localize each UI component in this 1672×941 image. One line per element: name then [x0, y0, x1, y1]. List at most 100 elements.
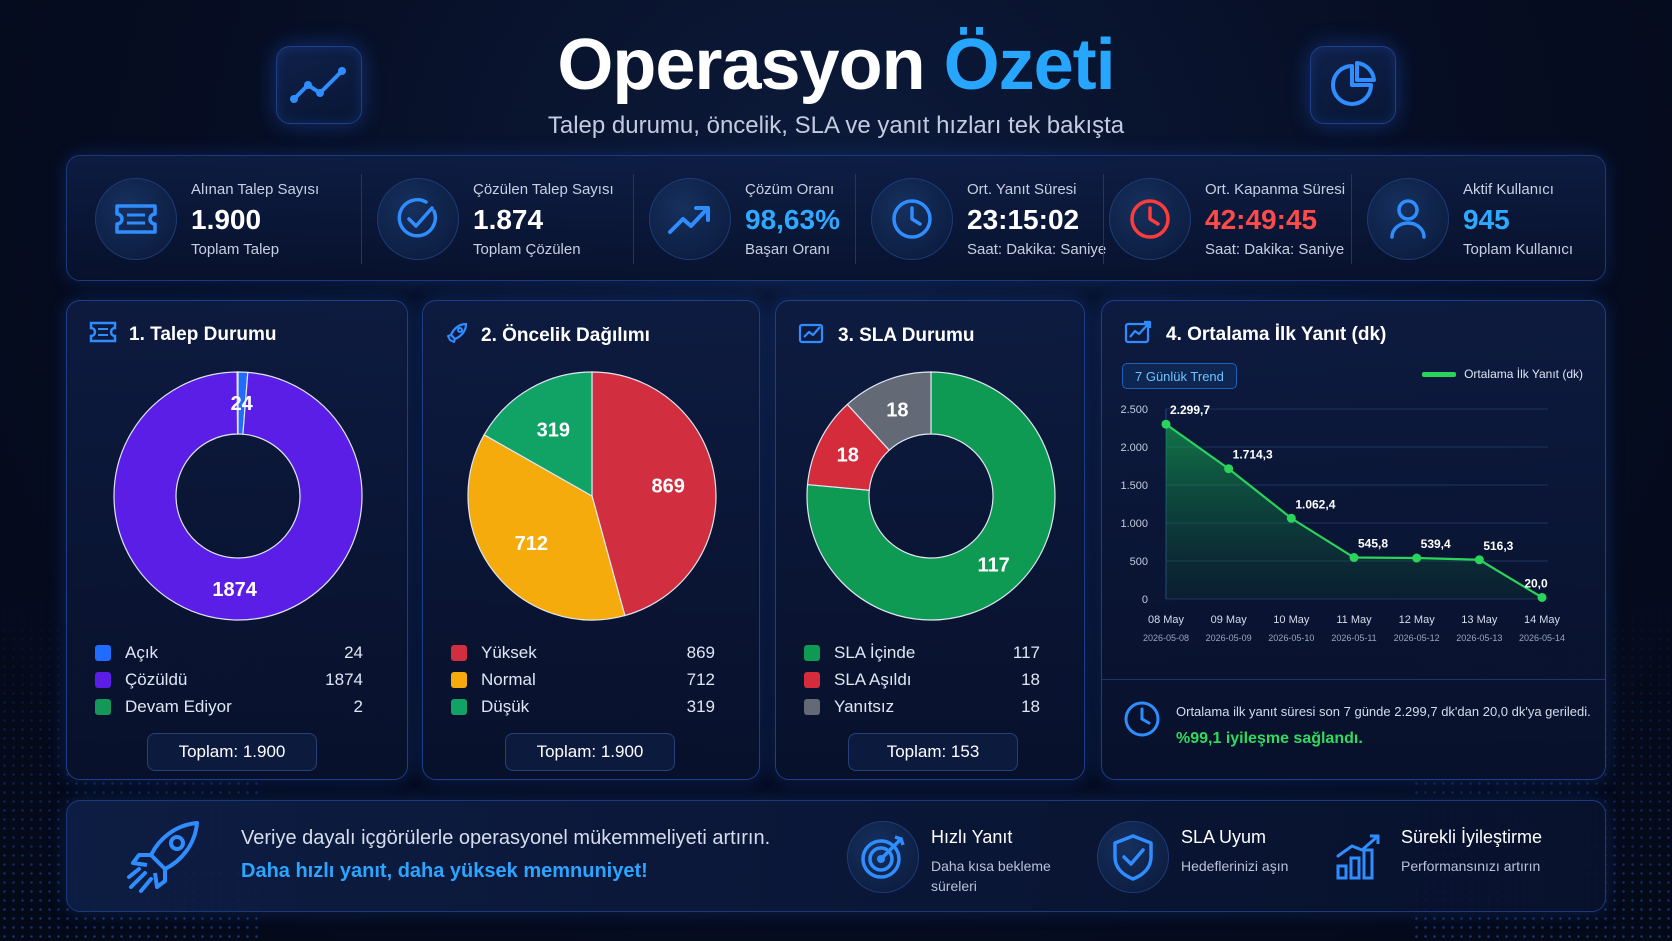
ticket-icon	[95, 178, 177, 260]
page-subtitle: Talep durumu, öncelik, SLA ve yanıt hızl…	[547, 112, 1125, 139]
slice-label: 117	[978, 555, 1010, 577]
data-point	[1349, 553, 1359, 563]
x-tick-date: 2026-05-09	[1206, 633, 1252, 643]
legend-label: Düşük	[481, 696, 530, 716]
legend-item: SLA İçinde 117	[804, 639, 1040, 666]
panel-sla: 3. SLA Durumu 117 18 18 SLA İçinde 117 SLA …	[775, 300, 1085, 780]
legend-swatch	[451, 671, 467, 688]
data-label: 20,0	[1524, 576, 1548, 590]
x-tick-date: 2026-05-12	[1394, 633, 1440, 643]
legend-swatch	[451, 698, 467, 715]
x-tick-label: 11 May	[1336, 614, 1372, 626]
legend-label: Yanıtsız	[834, 696, 895, 716]
pie-slice-normal	[467, 434, 626, 621]
kpi-divider	[633, 174, 634, 264]
x-tick-label: 14 May	[1524, 614, 1561, 626]
legend-swatch	[451, 644, 467, 661]
legend-swatch	[1422, 371, 1457, 377]
slice-label: 712	[515, 533, 548, 555]
panel-title: 3. SLA Durumu	[838, 324, 975, 346]
area-fill	[1166, 424, 1542, 599]
legend-item: Düşük 319	[451, 693, 715, 720]
y-tick-label: 1.500	[1120, 480, 1148, 492]
alarm-clock-icon	[1109, 178, 1191, 260]
data-label: 1.714,3	[1233, 448, 1273, 462]
status-legend: Açık 24 Çözüldü 1874 Devam Ediyor 2	[95, 639, 363, 720]
bar-growth-icon	[1329, 821, 1389, 893]
footer-tagline: Veriye dayalı içgörülerle operasyonel mü…	[241, 827, 771, 849]
legend-swatch	[95, 644, 111, 661]
page-header: Operasyon Özeti Talep durumu, öncelik, S…	[0, 20, 1672, 140]
legend-label: Açık	[125, 642, 159, 662]
data-point	[1224, 464, 1234, 474]
sla-chart-icon	[798, 321, 826, 350]
kpi-strip: Alınan Talep Sayısı 1.900 Toplam Talep Ç…	[66, 155, 1606, 281]
data-point	[1161, 419, 1171, 429]
clock-icon	[871, 178, 953, 260]
legend-swatch	[804, 644, 820, 661]
trend-chart-icon	[1124, 319, 1154, 350]
legend-value: 24	[344, 642, 363, 662]
user-icon	[1367, 178, 1449, 260]
feature-subtitle: Performansınızı artırın	[1401, 858, 1541, 874]
x-tick-label: 12 May	[1399, 614, 1436, 626]
title-main: Operasyon	[557, 25, 925, 105]
panel-title: 2. Öncelik Dağılımı	[481, 324, 650, 346]
legend-item: Çözüldü 1874	[95, 666, 363, 693]
x-tick-date: 2026-05-10	[1268, 633, 1314, 643]
pie-slice-düşük	[483, 371, 593, 498]
legend-label: Çözüldü	[125, 669, 188, 689]
target-icon	[847, 821, 919, 893]
slice-label: 24	[231, 393, 254, 415]
clock-icon	[1122, 698, 1162, 743]
kpi-active-users: Aktif Kullanıcı 945 Toplam Kullanıcı	[1367, 156, 1573, 282]
total-badge: Toplam: 153	[848, 733, 1018, 771]
kpi-resolution-rate: Çözüm Oranı 98,63% Başarı Oranı	[649, 156, 840, 282]
check-circle-icon	[377, 178, 459, 260]
data-point	[1537, 592, 1547, 602]
legend-item: Yüksek 869	[451, 639, 715, 666]
legend-value: 117	[1012, 642, 1040, 662]
panel-title: 4. Ortalama İlk Yanıt (dk)	[1166, 323, 1387, 345]
x-tick-label: 09 May	[1211, 614, 1248, 626]
feature-continuous-improvement: Sürekli İyileştirme Performansınızı artı…	[1329, 821, 1542, 893]
footer-banner: Veriye dayalı içgörülerle operasyonel mü…	[66, 800, 1606, 912]
x-tick-label: 10 May	[1273, 614, 1310, 626]
pie-slice-çözüldü	[113, 371, 363, 621]
kpi-sub: Toplam Çözülen	[473, 240, 581, 258]
legend-item: Devam Ediyor 2	[95, 693, 363, 720]
x-tick-label: 13 May	[1461, 614, 1498, 626]
kpi-label: Çözülen Talep Sayısı	[473, 180, 614, 198]
legend-label: Yüksek	[481, 642, 537, 662]
legend-value: 712	[686, 669, 715, 689]
x-tick-date: 2026-05-08	[1143, 633, 1189, 643]
legend-swatch	[804, 698, 820, 715]
data-label: 539,4	[1421, 537, 1451, 551]
panel-request-status: 1. Talep Durumu 24 1874 Açık 24 Çözüldü 187…	[66, 300, 408, 780]
kpi-value: 23:15:02	[967, 203, 1080, 235]
x-tick-date: 2026-05-13	[1456, 633, 1502, 643]
data-label: 545,8	[1358, 537, 1388, 551]
legend-label: SLA Aşıldı	[834, 669, 912, 689]
kpi-label: Çözüm Oranı	[745, 180, 835, 198]
trend-badge: 7 Günlük Trend	[1122, 363, 1237, 389]
sla-legend: SLA İçinde 117 SLA Aşıldı 18 Yanıtsız 18	[804, 639, 1040, 720]
kpi-value: 98,63%	[745, 203, 840, 235]
legend-value: 869	[686, 642, 715, 662]
priority-legend: Yüksek 869 Normal 712 Düşük 319	[451, 639, 715, 720]
panel-title: 1. Talep Durumu	[129, 323, 277, 345]
trend-up-icon	[649, 178, 731, 260]
kpi-resolved: Çözülen Talep Sayısı 1.874 Toplam Çözüle…	[377, 156, 614, 282]
legend-label: Normal	[481, 669, 536, 689]
total-badge: Toplam: 1.900	[505, 733, 675, 771]
kpi-label: Ort. Yanıt Süresi	[967, 180, 1077, 198]
legend-value: 1874	[325, 669, 363, 689]
y-tick-label: 1.000	[1120, 518, 1148, 530]
rocket-icon	[125, 819, 205, 900]
data-point	[1412, 553, 1422, 563]
slice-label: 319	[537, 420, 570, 442]
kpi-sub: Toplam Talep	[191, 240, 280, 258]
slice-label: 1874	[212, 579, 257, 601]
page-title: Operasyon Özeti	[0, 20, 1672, 110]
data-point	[1474, 555, 1484, 565]
